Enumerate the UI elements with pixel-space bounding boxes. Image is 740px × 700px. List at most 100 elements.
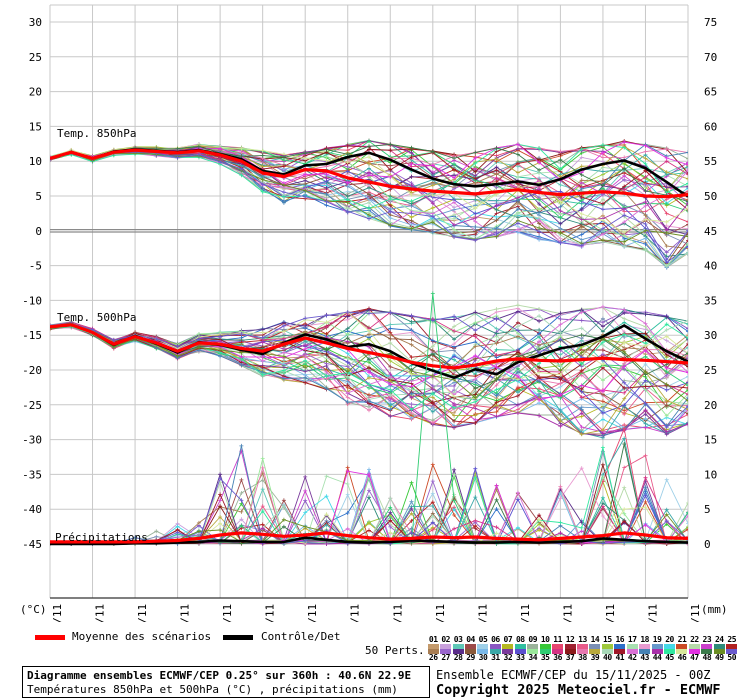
pert-color: [713, 649, 725, 654]
pert-color: [614, 644, 626, 649]
right-tick-label: 60: [704, 120, 717, 133]
pert-legend-column: 24 49: [713, 636, 725, 662]
perts-count-label: 50 Perts.: [365, 644, 425, 657]
pert-id: 48: [702, 653, 712, 662]
pert-id: 13: [578, 635, 587, 644]
pert-id: 41: [615, 653, 625, 662]
right-tick-label: 30: [704, 329, 717, 342]
pert-legend-column: 10 35: [539, 636, 551, 662]
pert-id: 36: [553, 653, 562, 662]
pert-color: [601, 649, 613, 654]
pert-id: 08: [515, 635, 525, 644]
axis-labels: 302520151050-5-10-15-20-25-30-35-40-4575…: [22, 16, 717, 622]
pert-color: [676, 649, 688, 654]
pert-color: [589, 644, 601, 649]
pert-color: [639, 649, 651, 654]
member-markers: [50, 310, 688, 430]
left-tick-label: 15: [29, 120, 42, 133]
pert-id: 04: [466, 635, 475, 644]
pert-legend-column: 08 33: [514, 636, 526, 662]
pert-legend-column: 07 32: [502, 636, 514, 662]
pert-id: 03: [453, 635, 463, 644]
right-tick-label: 5: [704, 503, 711, 516]
copyright-label: Copyright 2025 Meteociel.fr - ECMWF: [436, 682, 721, 698]
pert-id: 25: [727, 635, 737, 644]
pert-color: [639, 644, 651, 649]
pert-id: 43: [640, 653, 649, 662]
ensemble-meteogram: 302520151050-5-10-15-20-25-30-35-40-4575…: [20, 4, 728, 622]
member-markers: [50, 426, 688, 546]
left-tick-label: 0: [35, 225, 42, 238]
date-tick-label: 30/11: [689, 604, 702, 622]
left-tick-label: -20: [22, 364, 42, 377]
pert-id: 06: [491, 635, 500, 644]
pert-color: [465, 649, 477, 654]
pert-color: [477, 649, 489, 654]
pert-id: 29: [466, 653, 475, 662]
pert-color: [601, 644, 613, 649]
right-tick-label: 20: [704, 399, 717, 412]
pert-color: [552, 644, 564, 649]
pert-id: 50: [727, 653, 737, 662]
pert-color: [552, 649, 564, 654]
pert-id: 15: [603, 635, 612, 644]
pert-id: 01: [428, 635, 438, 644]
pert-color: [664, 644, 676, 649]
date-tick-label: 27/11: [561, 604, 574, 622]
date-tick-label: 28/11: [604, 604, 617, 622]
pert-legend-column: 11 36: [551, 636, 564, 662]
date-tick-label: 20/11: [264, 604, 277, 622]
pert-id: 02: [441, 635, 450, 644]
pert-color: [688, 644, 700, 649]
right-tick-label: 25: [704, 364, 717, 377]
right-tick-label: 10: [704, 468, 717, 481]
pert-id: 10: [540, 635, 550, 644]
pert-id: 21: [677, 635, 687, 644]
perts-color-legend: 01 26 02 27 03 28 04 29 05 30 06 31 07 32 08 33 09 34 10 35…: [427, 636, 738, 662]
pert-legend-column: 15 40: [601, 636, 613, 662]
pert-id: 35: [540, 653, 550, 662]
pert-color: [701, 644, 713, 649]
pert-legend-column: 02 27: [439, 635, 452, 662]
control-line: [50, 536, 688, 546]
pert-id: 37: [565, 653, 575, 662]
pert-legend-column: 17 42: [626, 636, 638, 662]
pert-id: 46: [677, 653, 687, 662]
pert-color: [427, 649, 439, 654]
right-tick-label: 65: [704, 86, 717, 99]
pert-legend-column: 03 28: [452, 636, 464, 662]
right-tick-label: 50: [704, 190, 717, 203]
left-tick-label: 5: [35, 190, 42, 203]
control-line-swatch: [223, 635, 253, 640]
left-tick-label: -10: [22, 294, 42, 307]
pert-legend-column: 22 47: [688, 636, 700, 662]
pert-color: [726, 649, 738, 654]
pert-color: [726, 644, 738, 649]
pert-color: [564, 649, 576, 654]
pert-id: 26: [428, 653, 438, 662]
pert-legend-column: 18 43: [638, 636, 651, 662]
pert-color: [514, 649, 526, 654]
panel-label-500hpa: Temp. 500hPa: [57, 311, 136, 324]
left-tick-label: -5: [29, 260, 42, 273]
pert-legend-column: 21 46: [676, 636, 688, 662]
date-tick-label: 18/11: [179, 604, 192, 622]
pert-legend-column: 16 41: [614, 636, 626, 662]
pert-id: 28: [453, 653, 463, 662]
date-tick-label: 25/11: [476, 604, 489, 622]
pert-color: [576, 649, 588, 654]
mean-line: [50, 323, 688, 370]
pert-id: 34: [528, 653, 538, 662]
pert-color: [651, 649, 663, 654]
right-axis-unit: (mm): [701, 603, 728, 616]
pert-color: [576, 644, 588, 649]
left-tick-label: 25: [29, 51, 42, 64]
right-tick-label: 75: [704, 16, 717, 29]
pert-legend-column: 14 39: [589, 636, 601, 662]
pert-color: [489, 644, 501, 649]
pert-legend-column: 23 48: [701, 636, 713, 662]
pert-id: 39: [590, 653, 600, 662]
pert-id: 47: [690, 653, 699, 662]
right-tick-label: 0: [704, 538, 711, 551]
legend-control-label: Contrôle/Det: [261, 630, 341, 643]
